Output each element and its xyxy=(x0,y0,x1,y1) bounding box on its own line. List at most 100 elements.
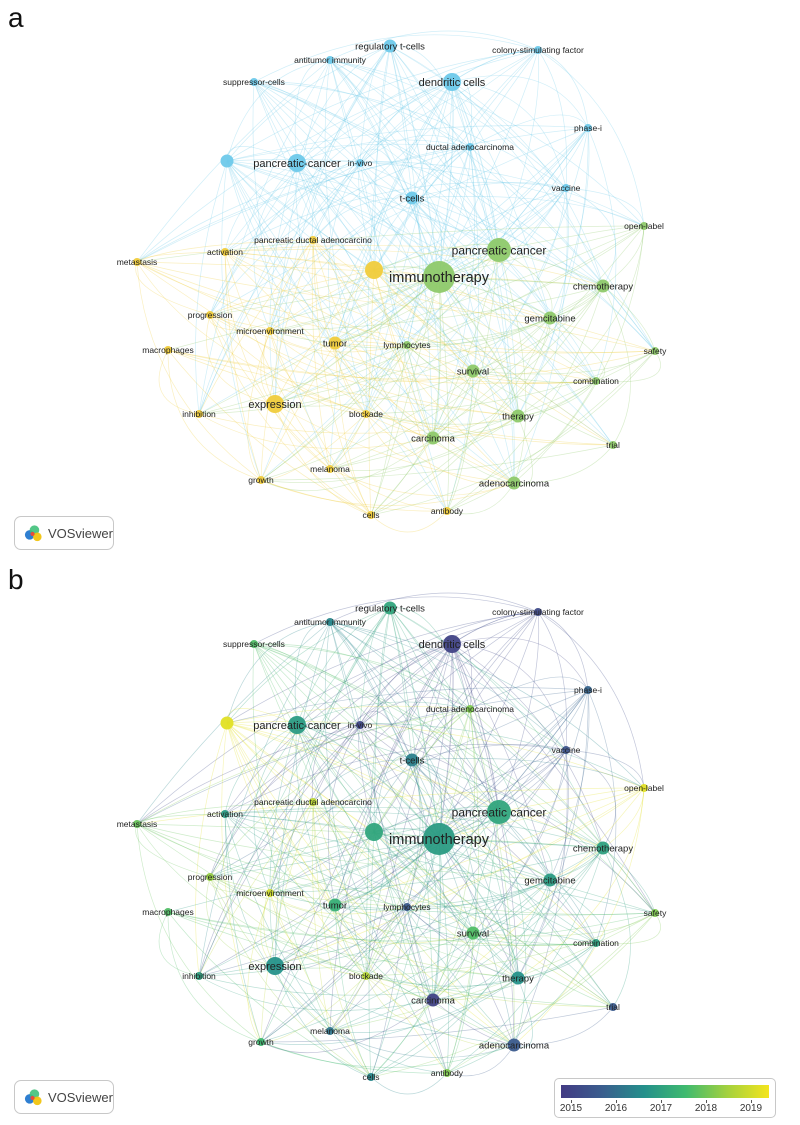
keyword-node-immunotherapy[interactable] xyxy=(423,823,455,855)
keyword-node-adenocarcinoma[interactable] xyxy=(507,476,521,490)
keyword-node-safety[interactable] xyxy=(651,347,659,355)
keyword-node-gemcitabine[interactable] xyxy=(543,311,557,325)
keyword-node-growth[interactable] xyxy=(257,1038,265,1046)
keyword-node-suppressor-cells[interactable] xyxy=(250,640,258,648)
keyword-node-cells[interactable] xyxy=(367,511,375,519)
keyword-node-therapy[interactable] xyxy=(511,971,525,985)
keyword-node-inhibition[interactable] xyxy=(195,972,203,980)
keyword-node-dendritic-cells[interactable] xyxy=(443,73,461,91)
keyword-node-carcinoma[interactable] xyxy=(426,993,440,1007)
keyword-node-antitumor-immunity[interactable] xyxy=(326,618,334,626)
keyword-node-open-label[interactable] xyxy=(640,222,648,230)
keyword-node-gemcitabine[interactable] xyxy=(543,873,557,887)
keyword-node-safety[interactable] xyxy=(651,909,659,917)
keyword-node-pancreatic-cancer-hyphen[interactable] xyxy=(288,716,306,734)
keyword-node-tumor[interactable] xyxy=(328,336,342,350)
keyword-node-immunotherapy[interactable] xyxy=(423,261,455,293)
keyword-node-survival[interactable] xyxy=(466,926,480,940)
panel-label-a: a xyxy=(8,2,24,33)
keyword-node-combination[interactable] xyxy=(592,377,600,385)
keyword-node-lymphocytes[interactable] xyxy=(403,903,411,911)
keyword-node-therapy[interactable] xyxy=(511,409,525,423)
keyword-node-trial[interactable] xyxy=(609,1003,617,1011)
keyword-node-carcinoma[interactable] xyxy=(426,431,440,445)
keyword-node-blockade[interactable] xyxy=(362,410,370,418)
keyword-node-melanoma[interactable] xyxy=(326,1027,334,1035)
co-occurrence-link xyxy=(359,724,515,1046)
keyword-node-antibody[interactable] xyxy=(443,1069,451,1077)
keyword-node-trial[interactable] xyxy=(609,441,617,449)
keyword-node-t-cells[interactable] xyxy=(405,753,419,767)
keyword-node-pancreatic-cancer[interactable] xyxy=(487,800,511,824)
keyword-node-microenvironment[interactable] xyxy=(266,889,274,897)
keyword-node-in-vivo[interactable] xyxy=(356,721,364,729)
keyword-node-unlabeled-node[interactable] xyxy=(220,716,234,730)
vosviewer-badge[interactable]: VOSviewer xyxy=(14,1080,114,1114)
co-occurrence-link xyxy=(359,162,448,512)
keyword-node-chemotherapy[interactable] xyxy=(596,841,610,855)
co-occurrence-link xyxy=(224,743,567,815)
keyword-node-pancreatic-ductal-adenocarcino[interactable] xyxy=(309,236,317,244)
vosviewer-badge[interactable]: VOSviewer xyxy=(14,516,114,550)
keyword-node-metastasis[interactable] xyxy=(133,258,141,266)
keyword-node-t-cells[interactable] xyxy=(405,191,419,205)
keyword-node-immunotherapy-companion[interactable] xyxy=(365,261,383,279)
co-occurrence-link xyxy=(195,722,228,977)
keyword-node-ductal-adenocarcinoma[interactable] xyxy=(466,705,474,713)
keyword-node-regulatory-t-cells[interactable] xyxy=(383,39,397,53)
co-occurrence-link xyxy=(167,911,519,979)
keyword-node-phase-i[interactable] xyxy=(584,124,592,132)
keyword-node-adenocarcinoma[interactable] xyxy=(507,1038,521,1052)
keyword-node-survival[interactable] xyxy=(466,364,480,378)
keyword-node-cells[interactable] xyxy=(367,1073,375,1081)
co-occurrence-link xyxy=(370,811,500,1078)
keyword-label: therapy xyxy=(502,411,534,422)
keyword-node-growth[interactable] xyxy=(257,476,265,484)
keyword-node-blockade[interactable] xyxy=(362,972,370,980)
keyword-node-vaccine[interactable] xyxy=(562,184,570,192)
co-occurrence-link xyxy=(312,239,372,516)
keyword-node-inhibition[interactable] xyxy=(195,410,203,418)
keyword-node-colony-stimulating-factor[interactable] xyxy=(534,46,542,54)
keyword-node-regulatory-t-cells[interactable] xyxy=(383,601,397,615)
overlay-network-map[interactable]: regulatory t-cells colony-stimulating fac… xyxy=(0,562,800,1122)
keyword-node-metastasis[interactable] xyxy=(133,820,141,828)
keyword-node-activation[interactable] xyxy=(221,810,229,818)
keyword-node-pancreatic-cancer[interactable] xyxy=(487,238,511,262)
keyword-node-unlabeled-node[interactable] xyxy=(220,154,234,168)
keyword-node-colony-stimulating-factor[interactable] xyxy=(534,608,542,616)
keyword-node-suppressor-cells[interactable] xyxy=(250,78,258,86)
keyword-node-pancreatic-cancer-hyphen[interactable] xyxy=(288,154,306,172)
keyword-node-phase-i[interactable] xyxy=(584,686,592,694)
keyword-node-combination[interactable] xyxy=(592,939,600,947)
keyword-node-melanoma[interactable] xyxy=(326,465,334,473)
co-occurrence-link xyxy=(253,643,474,934)
keyword-node-in-vivo[interactable] xyxy=(356,159,364,167)
keyword-node-expression[interactable] xyxy=(266,395,284,413)
keyword-node-lymphocytes[interactable] xyxy=(403,341,411,349)
keyword-label: in-vivo xyxy=(348,720,373,730)
keyword-node-macrophages[interactable] xyxy=(164,908,172,916)
cluster-network-map[interactable]: regulatory t-cells colony-stimulating fac… xyxy=(0,0,800,560)
co-occurrence-link xyxy=(296,724,519,979)
keyword-node-expression[interactable] xyxy=(266,957,284,975)
keyword-node-antibody[interactable] xyxy=(443,507,451,515)
co-occurrence-link xyxy=(595,350,661,383)
keyword-node-immunotherapy-companion[interactable] xyxy=(365,823,383,841)
keyword-node-ductal-adenocarcinoma[interactable] xyxy=(466,143,474,151)
keyword-node-macrophages[interactable] xyxy=(164,346,172,354)
keyword-node-pancreatic-ductal-adenocarcino[interactable] xyxy=(309,798,317,806)
co-occurrence-link xyxy=(370,932,474,1078)
keyword-node-tumor[interactable] xyxy=(328,898,342,912)
keyword-node-antitumor-immunity[interactable] xyxy=(326,56,334,64)
keyword-node-vaccine[interactable] xyxy=(562,746,570,754)
keyword-node-open-label[interactable] xyxy=(640,784,648,792)
keyword-node-progression[interactable] xyxy=(206,311,214,319)
keyword-node-chemotherapy[interactable] xyxy=(596,279,610,293)
co-occurrence-link xyxy=(260,1041,515,1068)
keyword-node-dendritic-cells[interactable] xyxy=(443,635,461,653)
co-occurrence-link xyxy=(296,162,440,278)
keyword-node-microenvironment[interactable] xyxy=(266,327,274,335)
keyword-node-activation[interactable] xyxy=(221,248,229,256)
keyword-node-progression[interactable] xyxy=(206,873,214,881)
